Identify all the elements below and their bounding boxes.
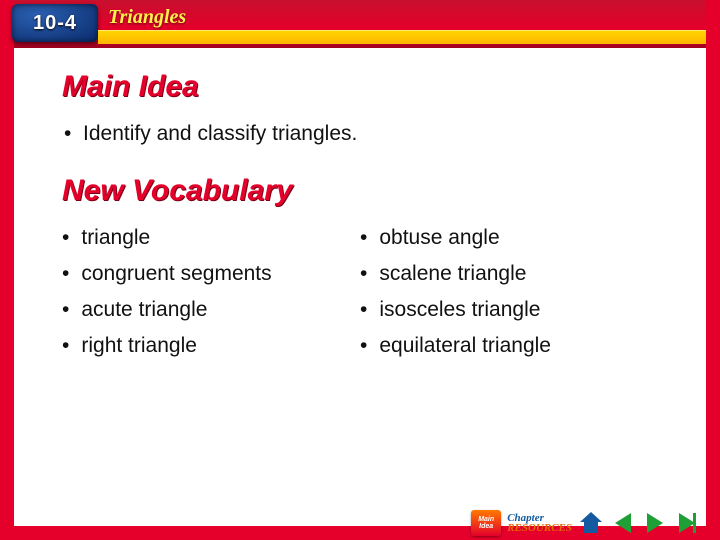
home-icon [580,512,602,534]
vocab-term: congruent segments [81,262,271,286]
vocab-col-left: • triangle • congruent segments • acute tri… [62,226,360,370]
vocab-item: • acute triangle [62,298,360,322]
vocab-item: • scalene triangle [360,262,658,286]
chapter-btn-line2: RESOURCES [507,523,572,533]
bullet-icon: • [360,298,367,322]
vocab-col-right: • obtuse angle • scalene triangle • isoscel… [360,226,658,370]
main-idea-button[interactable]: Main Idea [471,510,501,536]
vocab-columns: • triangle • congruent segments • acute tri… [62,226,658,370]
main-idea-btn-line2: Idea [479,523,493,530]
vocab-term: triangle [81,226,150,250]
vocab-term: scalene triangle [379,262,526,286]
prev-button[interactable] [610,511,636,535]
bullet-icon: • [62,334,69,358]
vocab-term: acute triangle [81,298,207,322]
vocab-term: isosceles triangle [379,298,540,322]
vocab-heading: New Vocabulary [62,174,658,208]
home-button[interactable] [578,511,604,535]
content-area: Main Idea • Identify and classify triang… [14,48,706,526]
bullet-icon: • [62,298,69,322]
vocab-item: • obtuse angle [360,226,658,250]
bullet-icon: • [360,226,367,250]
vocab-term: right triangle [81,334,197,358]
vocab-item: • congruent segments [62,262,360,286]
chapter-title: Triangles [108,6,186,29]
vocab-item: • right triangle [62,334,360,358]
bullet-icon: • [360,334,367,358]
arrow-right-icon [647,513,663,533]
frame-right [706,0,720,540]
bullet-icon: • [64,122,83,145]
vocab-term: obtuse angle [379,226,499,250]
frame-left [0,0,14,540]
chapter-badge: 10-4 [12,4,98,42]
last-button[interactable] [674,511,700,535]
arrow-left-icon [615,513,631,533]
main-idea-bullet: • Identify and classify triangles. [64,122,658,146]
header-yellow-band [98,30,706,44]
main-idea-btn-line1: Main [478,516,494,523]
vocab-term: equilateral triangle [379,334,551,358]
bullet-icon: • [360,262,367,286]
bullet-icon: • [62,262,69,286]
main-idea-heading: Main Idea [62,70,658,104]
chapter-resources-button[interactable]: Chapter RESOURCES [507,513,572,533]
vocab-item: • equilateral triangle [360,334,658,358]
next-button[interactable] [642,511,668,535]
chapter-number: 10-4 [33,12,77,35]
vocab-item: • isosceles triangle [360,298,658,322]
bullet-icon: • [62,226,69,250]
main-idea-text: Identify and classify triangles. [83,122,357,145]
bottom-nav: Main Idea Chapter RESOURCES [471,510,700,536]
vocab-item: • triangle [62,226,360,250]
arrow-end-bar-icon [693,513,696,533]
